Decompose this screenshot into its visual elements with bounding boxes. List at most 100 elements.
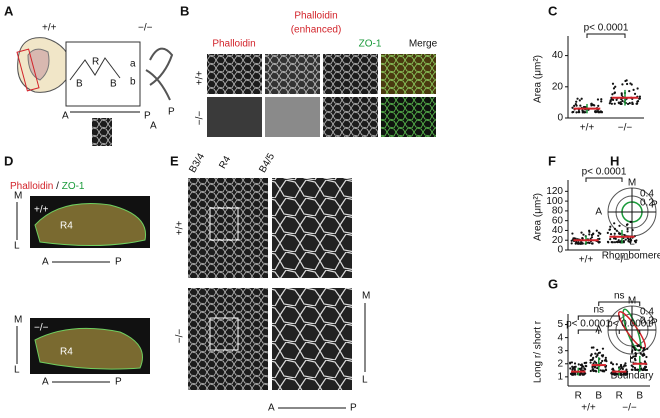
y-axis-title: Area (μm²) xyxy=(533,55,544,103)
y-tick-label: 100 xyxy=(546,196,563,207)
dot-texture xyxy=(600,100,603,103)
dot-texture xyxy=(590,242,594,245)
diagram-title: Boundary xyxy=(611,371,654,382)
dot-texture xyxy=(626,227,629,231)
dot-texture xyxy=(604,368,607,371)
dot-texture xyxy=(612,372,615,376)
ring-label: 0.2 xyxy=(640,198,654,209)
dot-texture xyxy=(635,239,638,242)
dot-texture xyxy=(622,365,625,368)
column-header: ZO-1 xyxy=(359,39,382,50)
dot-texture xyxy=(613,222,616,225)
y-tick-label: 0 xyxy=(557,245,563,256)
dot-texture xyxy=(601,355,604,358)
x-tick-label: R xyxy=(616,391,623,402)
annotation: p< 0.0001 xyxy=(582,167,627,178)
dot-texture xyxy=(631,228,634,232)
dot-texture xyxy=(615,363,618,366)
dot-texture xyxy=(574,103,577,106)
dot-texture xyxy=(614,85,617,88)
dot-texture xyxy=(638,95,641,98)
x-tick-label: −/− xyxy=(615,255,630,266)
boundary-label: B4/5 xyxy=(257,151,277,175)
dot-texture xyxy=(639,346,643,349)
row-label: −/− xyxy=(195,111,206,126)
dot-texture xyxy=(612,237,616,240)
mutant-sketch xyxy=(145,47,174,101)
dot-texture xyxy=(596,348,599,351)
rhombomere-label: R4 xyxy=(60,221,73,232)
y-axis-title: Long r/ short r xyxy=(533,320,544,383)
genotype: +/+ xyxy=(42,23,57,34)
y-tick-label: 3 xyxy=(557,345,563,356)
x-tick-label: R xyxy=(575,391,582,402)
x-tick-label: −/− xyxy=(618,123,633,134)
dot-texture xyxy=(575,111,578,114)
y-tick-label: 1 xyxy=(557,371,563,382)
dot-texture xyxy=(577,242,580,245)
dot-texture xyxy=(588,229,591,232)
dot-texture xyxy=(632,88,635,91)
dot-texture xyxy=(594,352,597,355)
dot-texture xyxy=(619,363,623,367)
dot-texture xyxy=(582,365,585,368)
x-tick-label: B xyxy=(595,391,602,402)
dot-texture xyxy=(609,238,612,241)
column-header: Phalloidin xyxy=(212,39,255,50)
dot-texture xyxy=(610,361,613,364)
dot-texture xyxy=(584,368,587,371)
dot-texture xyxy=(622,373,625,376)
dot-texture xyxy=(571,365,574,368)
y-tick-label: 40 xyxy=(552,225,564,236)
dot-texture xyxy=(634,358,637,362)
dot-texture xyxy=(613,91,617,94)
axis-label: A xyxy=(150,121,157,132)
dot-texture xyxy=(620,366,623,369)
segment-label: R xyxy=(92,57,99,68)
axis-label: P xyxy=(115,377,122,388)
dot-texture xyxy=(633,92,637,95)
dot-texture xyxy=(581,111,584,114)
dot-texture xyxy=(597,351,600,355)
dot-texture xyxy=(626,223,629,226)
hindbrain-image xyxy=(34,203,147,247)
axis-label: P xyxy=(651,318,658,329)
dot-texture xyxy=(621,367,624,371)
dot-texture xyxy=(638,97,642,100)
group-label: −/− xyxy=(622,403,637,414)
dot-texture xyxy=(569,367,572,370)
axis-label: P xyxy=(115,257,122,268)
dot-texture xyxy=(582,373,586,376)
dot-texture xyxy=(571,111,574,114)
genotype: +/+ xyxy=(34,205,49,216)
separator: / xyxy=(53,181,61,192)
axis-label: P xyxy=(350,403,357,414)
dot-texture xyxy=(572,237,575,240)
y-tick-label: 60 xyxy=(552,215,564,226)
dot-texture xyxy=(580,367,583,370)
dot-texture xyxy=(620,92,623,95)
dot-texture xyxy=(578,99,581,102)
dot-texture xyxy=(627,239,630,243)
dot-texture xyxy=(643,360,647,363)
dot-texture xyxy=(636,87,639,90)
y-axis-title: Area (μm²) xyxy=(533,193,544,241)
dot-texture xyxy=(571,106,574,109)
dot-texture xyxy=(573,365,576,369)
dot-texture xyxy=(631,368,634,371)
y-tick-label: 5 xyxy=(557,319,563,330)
group-label: +/+ xyxy=(581,403,596,414)
dot-texture xyxy=(589,369,592,373)
micrograph xyxy=(381,97,436,137)
dot-texture xyxy=(592,232,595,235)
dot-texture xyxy=(619,101,622,104)
dot-texture xyxy=(577,363,580,366)
dot-texture xyxy=(569,361,572,364)
dot-texture xyxy=(604,356,607,359)
dot-texture xyxy=(615,240,619,244)
dot-texture xyxy=(645,355,648,359)
axis-label: L xyxy=(629,355,635,366)
column-header: Merge xyxy=(409,39,438,50)
dot-texture xyxy=(606,231,609,234)
micrograph xyxy=(188,178,268,278)
